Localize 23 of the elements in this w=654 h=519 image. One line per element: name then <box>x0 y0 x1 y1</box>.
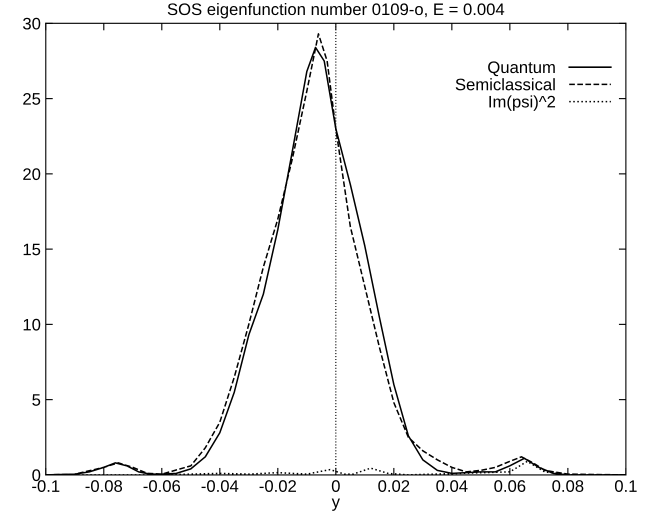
y-tick-label: 0 <box>32 469 40 482</box>
x-tick-label: -0.02 <box>260 480 296 492</box>
y-tick-label: 30 <box>23 18 40 30</box>
chart-title: SOS eigenfunction number 0109-o, E = 0.004 <box>168 2 504 18</box>
x-axis-title: y <box>332 498 340 511</box>
x-tick-label: -0.06 <box>144 480 180 492</box>
x-tick-label: -0.1 <box>32 480 60 492</box>
x-tick-label: 0.06 <box>494 480 526 492</box>
x-tick-label: 0.04 <box>436 480 468 492</box>
legend-label: Quantum <box>488 61 555 76</box>
x-tick-label: 0.02 <box>378 480 410 492</box>
legend-label: Im(psi)^2 <box>489 95 556 111</box>
legend-label: Semiclassical <box>456 78 555 90</box>
x-tick-label: -0.04 <box>202 480 238 492</box>
y-tick-label: 5 <box>32 394 40 406</box>
x-tick-label: 0.08 <box>552 480 584 492</box>
x-tick-label: 0 <box>332 480 340 492</box>
y-tick-label: 15 <box>24 244 40 256</box>
y-tick-label: 20 <box>23 168 40 180</box>
x-tick-label: 0.1 <box>614 480 637 492</box>
x-tick-label: -0.08 <box>86 480 122 492</box>
y-tick-label: 25 <box>23 93 40 105</box>
y-tick-label: 10 <box>24 318 40 331</box>
